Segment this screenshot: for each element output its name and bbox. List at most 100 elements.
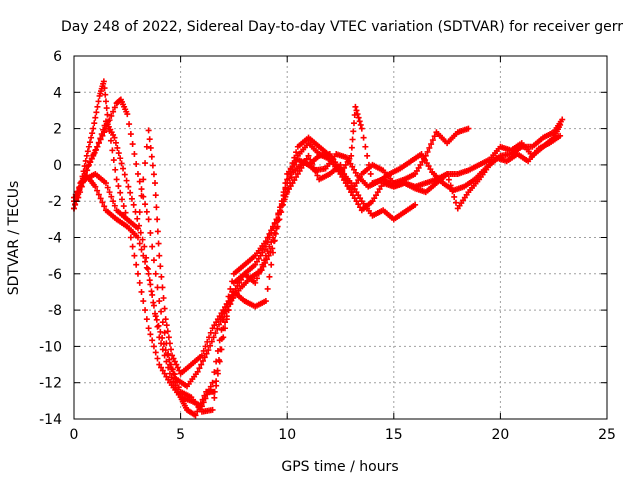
data-point-marker bbox=[99, 199, 106, 206]
y-tick-label: -14 bbox=[39, 412, 62, 428]
data-point-marker bbox=[82, 172, 89, 179]
data-point-marker bbox=[451, 193, 458, 200]
y-tick-label: -10 bbox=[39, 339, 62, 355]
data-point-marker bbox=[431, 133, 438, 140]
data-point-marker bbox=[420, 154, 427, 161]
data-point-marker bbox=[88, 155, 95, 162]
data-point-marker bbox=[161, 305, 168, 312]
data-point-marker bbox=[160, 295, 167, 301]
data-point-marker bbox=[171, 371, 178, 378]
data-point-marker bbox=[80, 178, 87, 185]
data-points bbox=[71, 78, 566, 419]
data-point-marker bbox=[103, 105, 110, 112]
y-tick-label: 0 bbox=[53, 158, 62, 174]
data-point-marker bbox=[427, 166, 434, 173]
data-point-marker bbox=[268, 229, 275, 236]
data-point-marker bbox=[150, 257, 157, 264]
data-point-marker bbox=[357, 195, 364, 202]
data-point-marker bbox=[111, 202, 118, 209]
data-point-marker bbox=[141, 243, 148, 250]
data-point-marker bbox=[348, 144, 355, 151]
data-point-marker bbox=[107, 137, 114, 144]
data-point-marker bbox=[253, 258, 260, 265]
data-point-marker bbox=[110, 108, 117, 115]
data-point-marker bbox=[219, 314, 226, 321]
data-point-marker bbox=[143, 254, 150, 261]
data-point-marker bbox=[158, 364, 165, 371]
data-point-marker bbox=[255, 255, 262, 262]
data-point-marker bbox=[197, 400, 204, 407]
data-point-marker bbox=[199, 396, 206, 403]
data-point-marker bbox=[166, 356, 173, 363]
data-point-marker bbox=[378, 183, 385, 190]
data-point-marker bbox=[346, 184, 353, 191]
data-point-marker bbox=[201, 354, 208, 361]
data-point-marker bbox=[153, 204, 160, 211]
data-point-marker bbox=[150, 299, 157, 306]
data-point-marker bbox=[172, 382, 179, 389]
data-point-marker bbox=[129, 141, 136, 148]
data-point-marker bbox=[169, 366, 176, 373]
data-point-marker bbox=[207, 383, 214, 390]
data-point-marker bbox=[165, 334, 172, 341]
data-point-marker bbox=[104, 111, 111, 118]
y-tick-label: -6 bbox=[48, 267, 62, 283]
data-point-marker bbox=[143, 143, 150, 150]
data-point-marker bbox=[258, 267, 265, 274]
data-point-marker bbox=[428, 141, 435, 148]
data-point-marker bbox=[314, 172, 321, 179]
data-point-marker bbox=[102, 91, 109, 98]
data-point-marker bbox=[196, 365, 203, 372]
data-point-marker bbox=[153, 316, 160, 323]
data-point-marker bbox=[353, 189, 360, 196]
data-point-marker bbox=[165, 364, 172, 371]
data-point-marker bbox=[100, 126, 107, 133]
data-point-marker bbox=[159, 367, 166, 374]
data-point-marker bbox=[371, 195, 378, 202]
data-point-marker bbox=[163, 373, 170, 380]
data-point-marker bbox=[133, 261, 140, 268]
data-point-marker bbox=[351, 186, 358, 193]
data-point-marker bbox=[102, 180, 109, 187]
data-point-marker bbox=[146, 277, 153, 284]
data-point-marker bbox=[102, 98, 109, 105]
data-point-marker bbox=[124, 111, 131, 118]
data-point-marker bbox=[209, 406, 216, 413]
data-point-marker bbox=[264, 285, 271, 292]
data-point-marker bbox=[349, 183, 356, 190]
data-point-marker bbox=[154, 228, 161, 235]
data-point-marker bbox=[352, 103, 359, 110]
data-point-marker bbox=[278, 209, 285, 216]
data-point-marker bbox=[263, 256, 270, 263]
data-point-marker bbox=[146, 136, 153, 143]
data-point-marker bbox=[268, 261, 275, 268]
data-point-marker bbox=[160, 340, 167, 347]
data-point-marker bbox=[143, 316, 150, 323]
axes: 0 5 10 15 20 25 -14 -12 -10 -8 -6 -4 -2 0 2 4 6 bbox=[39, 49, 616, 443]
data-point-marker bbox=[115, 150, 122, 157]
data-point-marker bbox=[171, 358, 178, 365]
data-point-marker bbox=[415, 164, 422, 171]
data-point-marker bbox=[152, 270, 159, 277]
data-point-marker bbox=[332, 161, 339, 168]
data-point-marker bbox=[93, 146, 100, 153]
data-point-marker bbox=[126, 121, 133, 128]
data-point-marker bbox=[294, 170, 301, 177]
data-point-marker bbox=[168, 361, 175, 368]
data-point-marker bbox=[343, 154, 350, 161]
data-point-marker bbox=[209, 379, 216, 386]
data-point-marker bbox=[173, 361, 180, 368]
data-point-marker bbox=[106, 189, 113, 196]
data-point-marker bbox=[154, 216, 161, 223]
data-point-marker bbox=[131, 151, 138, 158]
data-point-marker bbox=[358, 125, 365, 132]
data-point-marker bbox=[349, 192, 356, 199]
data-point-marker bbox=[194, 408, 201, 415]
data-point-marker bbox=[351, 166, 358, 173]
data-point-marker bbox=[142, 307, 149, 314]
data-point-marker bbox=[285, 185, 292, 192]
data-point-marker bbox=[357, 204, 364, 211]
data-point-marker bbox=[557, 132, 564, 139]
data-point-marker bbox=[215, 357, 222, 364]
data-point-marker bbox=[123, 177, 130, 184]
